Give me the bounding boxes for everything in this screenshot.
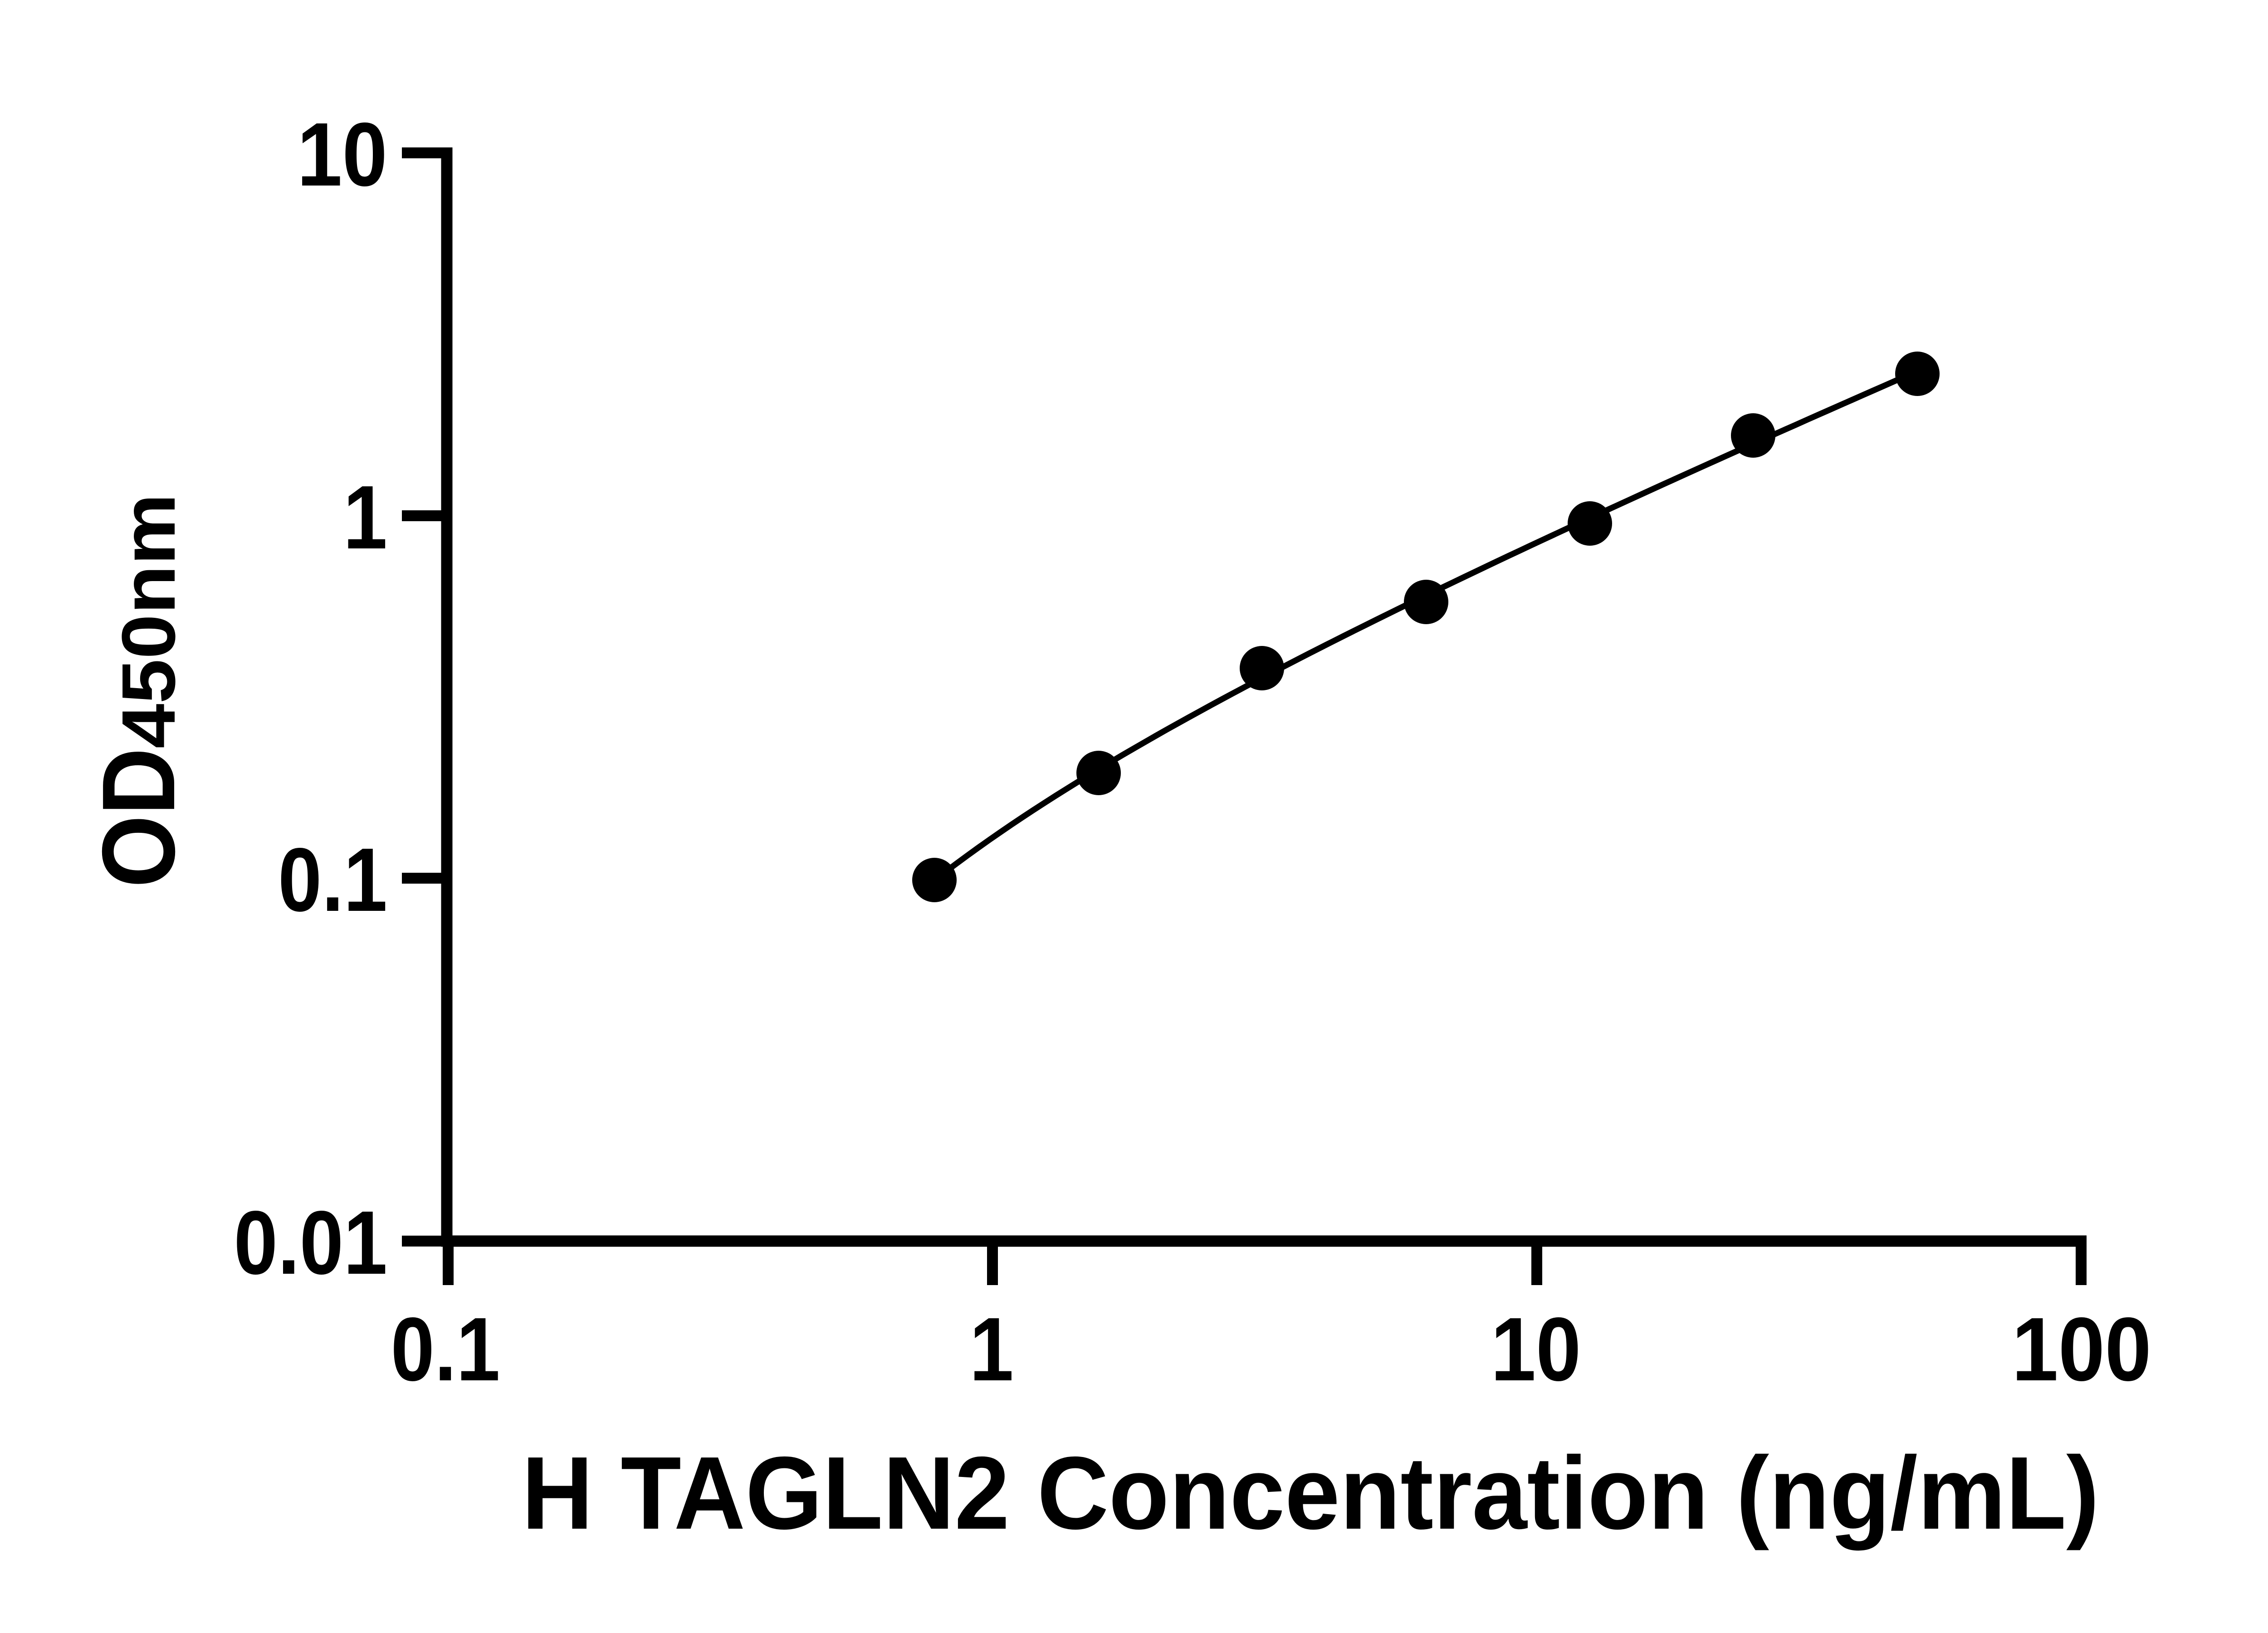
svg-text:0.1: 0.1: [391, 1299, 500, 1400]
svg-text:0.1: 0.1: [278, 830, 387, 930]
svg-text:OD: OD: [81, 748, 196, 888]
svg-text:100: 100: [2012, 1299, 2151, 1400]
svg-text:10: 10: [297, 104, 387, 205]
svg-text:1: 1: [969, 1299, 1013, 1400]
svg-text:H TAGLN2 Concentration (ng/mL): H TAGLN2 Concentration (ng/mL): [522, 1436, 2099, 1551]
svg-text:1: 1: [343, 467, 387, 568]
svg-text:450nm: 450nm: [107, 494, 191, 748]
svg-text:10: 10: [1491, 1299, 1581, 1400]
svg-text:0.01: 0.01: [234, 1193, 388, 1293]
